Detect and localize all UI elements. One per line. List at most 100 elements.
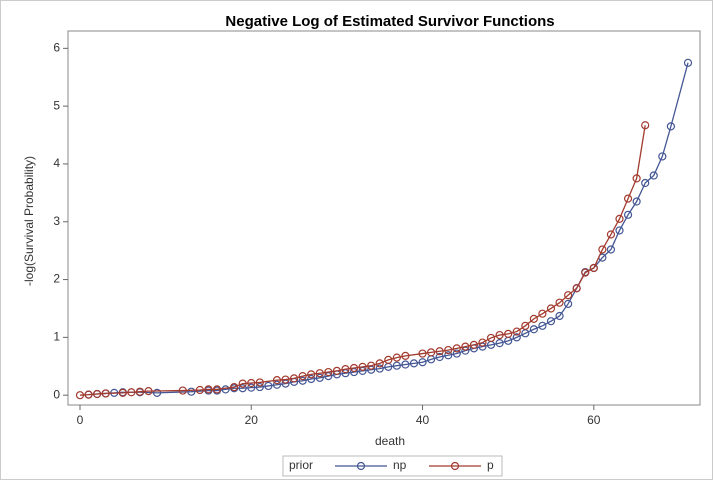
- data-point: [615, 226, 624, 235]
- chart-title: Negative Log of Estimated Survivor Funct…: [225, 13, 554, 30]
- data-point: [324, 367, 333, 377]
- data-point: [358, 362, 367, 371]
- data-point: [392, 361, 401, 370]
- data-point: [238, 379, 247, 388]
- x-tick-label: 0: [77, 413, 84, 427]
- data-point: [641, 178, 650, 188]
- data-point: [623, 210, 633, 219]
- data-point: [478, 338, 487, 347]
- y-tick-label: 1: [53, 330, 60, 344]
- data-point: [666, 122, 675, 131]
- y-tick-label: 5: [53, 98, 60, 112]
- data-point: [135, 387, 145, 396]
- x-tick-label: 20: [245, 413, 259, 427]
- data-point: [632, 174, 641, 183]
- data-point: [230, 382, 239, 392]
- data-point: [641, 121, 650, 130]
- data-point: [212, 385, 222, 394]
- legend-box: [282, 455, 503, 477]
- data-point: [461, 342, 470, 351]
- data-point: [272, 380, 282, 389]
- legend-title: prior: [289, 458, 313, 472]
- data-point: [349, 363, 359, 373]
- data-point: [221, 385, 230, 394]
- data-point: [384, 355, 393, 365]
- data-point: [152, 388, 162, 397]
- data-point: [529, 314, 538, 323]
- data-point: [632, 197, 641, 206]
- data-point: [649, 171, 658, 180]
- data-point: [272, 376, 282, 385]
- data-point: [486, 333, 496, 343]
- data-point: [144, 387, 153, 396]
- data-point: [84, 390, 93, 399]
- y-tick-label: 2: [53, 272, 60, 286]
- data-point: [93, 389, 102, 399]
- data-point: [546, 304, 556, 313]
- data-point: [418, 358, 427, 367]
- y-tick-label: 0: [53, 387, 60, 401]
- data-point: [572, 284, 581, 293]
- data-point: [606, 245, 616, 254]
- data-point: [504, 329, 513, 338]
- data-point: [538, 309, 547, 318]
- data-point: [204, 385, 213, 394]
- data-point: [623, 194, 633, 203]
- data-point: [658, 152, 667, 161]
- data-point: [178, 386, 187, 395]
- data-point: [555, 298, 564, 307]
- data-point: [307, 374, 316, 384]
- data-point: [495, 330, 504, 340]
- data-point: [298, 376, 307, 385]
- plot-frame: [67, 30, 701, 406]
- data-point: [392, 353, 401, 362]
- data-point: [118, 388, 127, 397]
- data-point: [307, 370, 316, 379]
- data-point: [238, 384, 247, 393]
- data-point: [435, 352, 444, 362]
- data-point: [589, 263, 598, 273]
- legend-label: np: [393, 458, 407, 472]
- y-tick-label: 4: [53, 156, 60, 170]
- x-axis-label: death: [375, 434, 405, 448]
- data-point: [427, 348, 436, 357]
- data-point: [315, 373, 324, 382]
- data-point: [255, 382, 264, 392]
- data-point: [529, 325, 538, 334]
- data-point: [452, 349, 461, 358]
- data-point: [195, 385, 204, 395]
- data-point: [418, 349, 427, 358]
- data-point: [264, 381, 273, 391]
- data-point: [315, 369, 324, 378]
- data-point: [247, 378, 256, 388]
- data-point: [512, 327, 521, 336]
- data-point: [581, 268, 590, 277]
- data-point: [452, 344, 461, 353]
- data-point: [598, 245, 607, 254]
- data-point: [683, 58, 693, 67]
- data-point: [187, 387, 196, 396]
- data-point: [127, 388, 136, 397]
- data-point: [546, 317, 556, 326]
- data-point: [298, 371, 307, 381]
- x-tick-label: 60: [587, 413, 601, 427]
- data-point: [375, 359, 384, 368]
- data-point: [564, 291, 573, 300]
- data-point: [247, 383, 256, 392]
- data-point: [409, 359, 419, 368]
- data-point: [606, 230, 616, 239]
- legend-label: p: [487, 458, 494, 472]
- x-tick-label: 40: [416, 413, 430, 427]
- data-point: [341, 365, 350, 374]
- data-point: [512, 333, 521, 342]
- data-point: [444, 351, 453, 360]
- y-tick-label: 6: [53, 41, 60, 55]
- data-point: [521, 321, 530, 330]
- data-point: [495, 339, 504, 348]
- data-point: [469, 340, 479, 349]
- data-point: [401, 351, 410, 360]
- data-point: [435, 347, 444, 356]
- y-axis-label: -log(Survival Probability): [22, 156, 36, 286]
